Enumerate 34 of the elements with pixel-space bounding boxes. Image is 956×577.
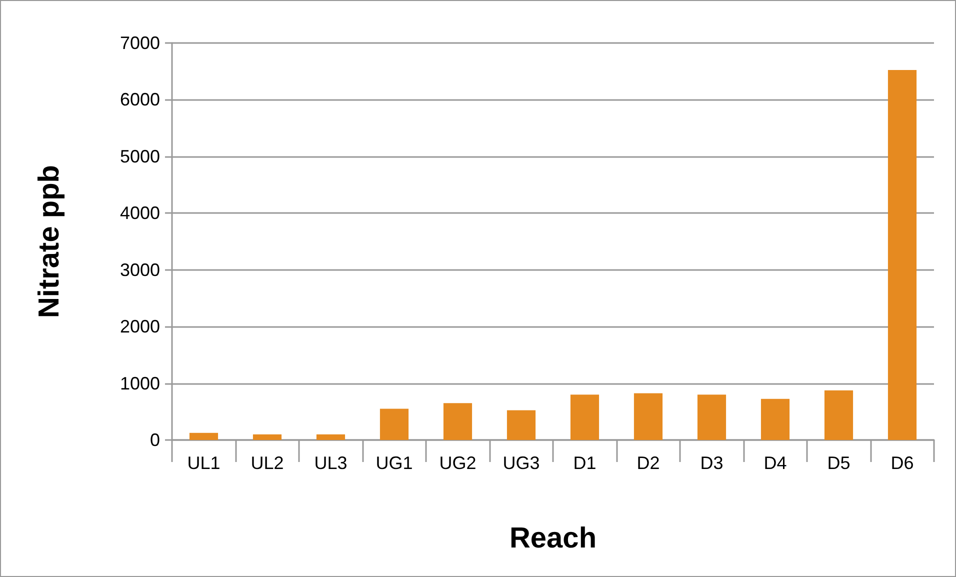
y-tick-label: 3000: [120, 260, 160, 280]
y-tick-label: 7000: [120, 33, 160, 53]
x-tick-label: D4: [764, 453, 787, 473]
x-tick-label: D5: [827, 453, 850, 473]
bar: [888, 70, 917, 440]
y-tick-label: 1000: [120, 373, 160, 394]
bar: [824, 390, 854, 440]
x-tick-label: D1: [573, 453, 596, 473]
x-tick-label: UL1: [187, 453, 220, 473]
bar: [634, 393, 663, 440]
bar: [506, 410, 536, 440]
bar: [316, 434, 346, 440]
y-tick-label: 5000: [120, 146, 160, 166]
y-tick-label: 2000: [120, 316, 160, 337]
bar: [697, 394, 726, 440]
x-tick-label: UG2: [439, 453, 476, 473]
x-axis-title: Reach: [509, 522, 597, 554]
x-tick-label: UG1: [376, 453, 413, 473]
x-tick-label: D6: [890, 453, 914, 473]
bar: [760, 398, 790, 440]
x-tick-label: D2: [636, 453, 660, 473]
y-tick-label: 0: [150, 430, 160, 450]
bar: [443, 403, 472, 440]
x-tick-label: UL2: [250, 453, 284, 473]
bar: [570, 394, 600, 440]
y-axis-title: Nitrate ppb: [34, 164, 66, 318]
x-tick-label: UL3: [314, 453, 348, 473]
x-tick-label: D3: [700, 453, 724, 473]
y-tick-label: 6000: [120, 90, 160, 110]
bar: [252, 434, 282, 440]
bar: [380, 408, 409, 440]
bar: [189, 432, 218, 440]
y-tick-label: 4000: [120, 203, 160, 224]
x-tick-label: UG3: [502, 453, 540, 473]
